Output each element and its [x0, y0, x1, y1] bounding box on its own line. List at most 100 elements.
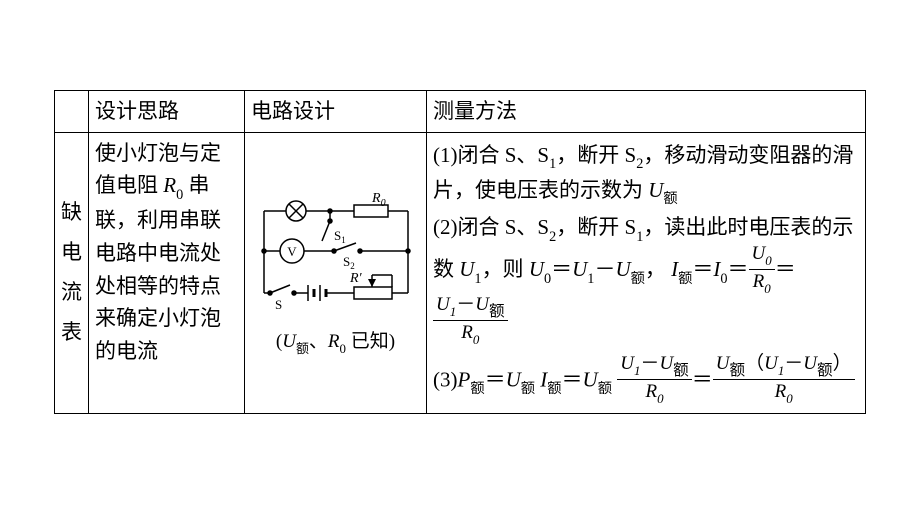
s2min: － — [594, 258, 615, 282]
s2b: 1 — [636, 229, 643, 245]
method-cell: (1)闭合 S、S1，断开 S2，移动滑动变阻器的滑片，使电压表的示数为 U额 … — [427, 132, 866, 414]
s2Ue: U — [615, 258, 630, 282]
cap-Rsub: 0 — [340, 341, 346, 356]
header-col3: 测量方法 — [427, 91, 866, 133]
f4na: U — [716, 353, 730, 374]
s3p: (3) — [433, 367, 458, 391]
main-table: 设计思路 电路设计 测量方法 缺 电 流 表 使小灯泡与定值电阻 R0 串联，利… — [54, 90, 866, 414]
f4nc: U — [803, 353, 817, 374]
cap-U: U — [282, 331, 296, 352]
frac-2: U1－U额 R0 — [433, 295, 508, 346]
f3na: U — [620, 353, 634, 374]
s2eq1: ＝ — [551, 258, 572, 282]
s1Us: 额 — [663, 191, 677, 207]
body-row: 缺 电 流 表 使小灯泡与定值电阻 R0 串联，利用串联电路中电流处处相等的特点… — [55, 132, 866, 414]
design-idea-R: R — [163, 173, 176, 197]
s2eq4: ＝ — [775, 258, 796, 282]
f4lp: （ — [745, 353, 764, 374]
svg-text:S1: S1 — [334, 228, 346, 245]
f1da: R — [753, 271, 765, 292]
s2I0s: 0 — [720, 271, 727, 287]
s2U0s: 0 — [544, 271, 551, 287]
f3da: R — [645, 381, 657, 402]
f1na: U — [752, 243, 766, 264]
design-idea-cell: 使小灯泡与定值电阻 R0 串联，利用串联电路中电流处处相等的特点来确定小灯泡的电… — [89, 132, 245, 414]
header-empty — [55, 91, 89, 133]
frac-1: U0 R0 — [749, 244, 775, 294]
frac-3: U1－U额 R0 — [617, 354, 692, 405]
cap-post: 已知) — [346, 331, 395, 352]
s2m: ，断开 S — [556, 215, 636, 239]
f2da: R — [461, 322, 473, 343]
s2then: ，则 — [482, 258, 529, 282]
f4nm: － — [784, 353, 803, 374]
svg-text:S: S — [275, 297, 282, 312]
header-row: 设计思路 电路设计 测量方法 — [55, 91, 866, 133]
svg-text:R0: R0 — [371, 191, 386, 209]
f4nb: U — [764, 353, 778, 374]
s2a: 2 — [549, 229, 556, 245]
s2Ues: 额 — [631, 271, 645, 287]
s3Ues: 额 — [521, 381, 535, 397]
f3nm: － — [640, 353, 659, 374]
f4das: 0 — [786, 391, 792, 406]
design-idea-R-sub: 0 — [176, 187, 183, 203]
s3Ps: 额 — [470, 381, 484, 397]
s3Ue: U — [506, 367, 521, 391]
s2c: ， — [645, 258, 666, 282]
row-label-ch2: 流 — [61, 280, 82, 304]
s2U1bs: 1 — [587, 271, 594, 287]
f3nbs: 额 — [673, 362, 689, 379]
s2U1: U — [459, 258, 474, 282]
f4da: R — [775, 381, 787, 402]
s2U0: U — [529, 258, 544, 282]
s1a: 1 — [549, 156, 556, 172]
circuit-caption: (U额、R0 已知) — [247, 327, 424, 358]
f2das: 0 — [473, 332, 479, 347]
step-3: (3)P额＝U额 I额＝U额 U1－U额 R0 ＝ U额（U1－U额） R0 — [433, 356, 859, 407]
cap-Usub: 额 — [296, 341, 309, 356]
svg-text:V: V — [287, 244, 297, 259]
circuit-diagram: V — [250, 188, 422, 316]
design-idea-post: 串联，利用串联电路中电流处处相等的特点来确定小灯泡的电流 — [95, 173, 221, 363]
page-wrap: 设计思路 电路设计 测量方法 缺 电 流 表 使小灯泡与定值电阻 R0 串联，利… — [0, 0, 920, 414]
row-label-ch1: 电 — [61, 240, 82, 264]
s1b: 2 — [636, 156, 643, 172]
f2nb: U — [475, 294, 489, 315]
f1das: 0 — [764, 281, 770, 296]
f3nb: U — [659, 353, 673, 374]
s2U1s: 1 — [474, 271, 481, 287]
s2eq3: ＝ — [728, 258, 749, 282]
s2Ies: 额 — [678, 271, 692, 287]
f2nas: 1 — [450, 304, 456, 319]
row-label-ch3: 表 — [61, 320, 82, 344]
s1U: U — [648, 178, 663, 202]
row-label-ch0: 缺 — [61, 200, 82, 224]
f4ncs: 额 — [817, 362, 833, 379]
f3nas: 1 — [634, 363, 640, 378]
f4nbs: 1 — [778, 363, 784, 378]
frac-4: U额（U1－U额） R0 — [713, 354, 855, 405]
s3Ue2: U — [583, 367, 598, 391]
s3e2: ＝ — [562, 367, 583, 391]
s3Ies: 额 — [547, 381, 561, 397]
s3e3: ＝ — [692, 367, 713, 391]
s1m: ，断开 S — [556, 143, 636, 167]
f2na: U — [436, 294, 450, 315]
s1p: (1)闭合 S、S — [433, 143, 549, 167]
header-col2: 电路设计 — [245, 91, 427, 133]
s2U1b: U — [572, 258, 587, 282]
f2nbs: 额 — [489, 303, 505, 320]
step-1: (1)闭合 S、S1，断开 S2，移动滑动变阻器的滑片，使电压表的示数为 U额 — [433, 139, 859, 210]
header-col1: 设计思路 — [89, 91, 245, 133]
f4nas: 额 — [729, 362, 745, 379]
cap-R: R — [328, 331, 340, 352]
s3P: P — [458, 367, 471, 391]
step-2: (2)闭合 S、S2，断开 S1，读出此时电压表的示数 U1，则 U0＝U1－U… — [433, 211, 859, 348]
svg-text:R′: R′ — [349, 271, 363, 286]
row-label: 缺 电 流 表 — [55, 132, 89, 414]
s3e1: ＝ — [485, 367, 506, 391]
f1nas: 0 — [765, 253, 771, 268]
f3das: 0 — [657, 391, 663, 406]
s2p: (2)闭合 S、S — [433, 215, 549, 239]
